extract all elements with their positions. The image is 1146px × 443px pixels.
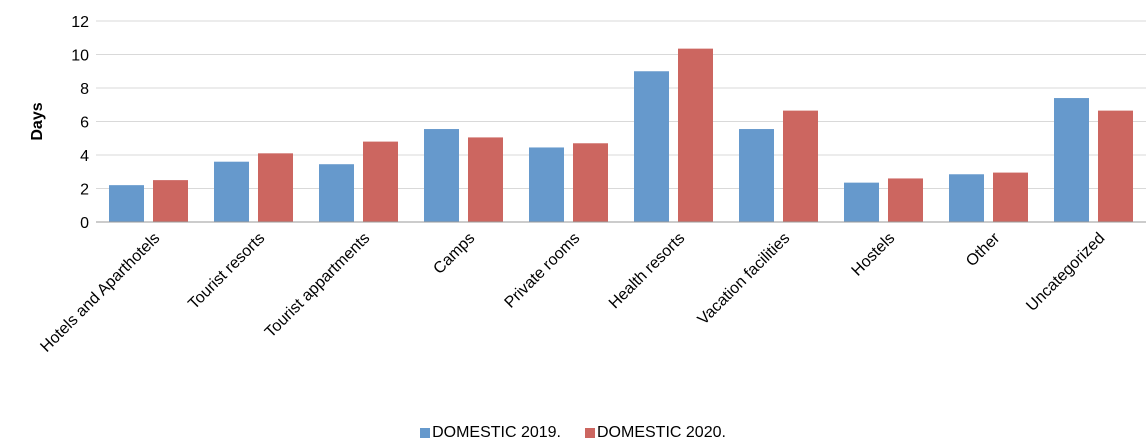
y-tick-label: 12 [71, 14, 89, 31]
bar [1098, 110, 1133, 222]
y-tick-label: 10 [71, 48, 89, 65]
bar [258, 153, 293, 222]
x-tick-label: Health resorts [606, 230, 688, 312]
y-tick-label: 4 [80, 148, 89, 165]
bar [109, 185, 144, 222]
x-tick-label: Private rooms [502, 230, 584, 312]
legend-swatch-2020 [585, 428, 595, 438]
bar [783, 110, 818, 222]
legend-label-2020: DOMESTIC 2020. [597, 424, 726, 441]
x-axis-ticks: Hotels and Aparthotels Tourist resortsTou… [37, 229, 1108, 355]
gridlines [96, 20, 1146, 189]
bar [678, 48, 713, 223]
bar [844, 182, 879, 222]
bar [363, 141, 398, 222]
x-tick-label: Uncategorized [1023, 230, 1108, 315]
legend: DOMESTIC 2019. DOMESTIC 2020. [0, 424, 1146, 442]
bar [153, 180, 188, 222]
bar [573, 143, 608, 222]
bar-chart: 0 2 4 6 8 10 12 Days Hotels and Aparthotels Tou… [29, 14, 1146, 356]
x-tick-label: Vacation facilities [695, 230, 794, 329]
bar [214, 161, 249, 222]
bar [319, 164, 354, 222]
bar [468, 137, 503, 222]
bars [109, 48, 1133, 223]
y-axis-label: Days [29, 102, 46, 140]
x-tick-label: Camps [430, 230, 478, 278]
bar [424, 129, 459, 222]
x-tick-label: Tourist appartments [262, 230, 373, 341]
bar [888, 178, 923, 222]
y-tick-label: 2 [80, 182, 89, 199]
legend-item-2020: DOMESTIC 2020. [585, 424, 726, 442]
x-tick-label: Hostels [849, 230, 899, 280]
x-tick-label: Tourist resorts [185, 230, 268, 313]
x-tick-label: Other [963, 229, 1004, 270]
bar [1054, 98, 1089, 222]
legend-item-2019: DOMESTIC 2019. [420, 424, 561, 442]
bar [993, 172, 1028, 222]
legend-label-2019: DOMESTIC 2019. [432, 424, 561, 441]
y-axis-ticks: 0 2 4 6 8 10 12 [71, 14, 89, 232]
x-tick-label: Hotels and Aparthotels [37, 230, 163, 356]
legend-swatch-2019 [420, 428, 431, 438]
y-tick-label: 8 [80, 81, 89, 98]
bar [949, 174, 984, 222]
y-tick-label: 6 [80, 115, 89, 132]
bar [529, 147, 564, 222]
bar [739, 129, 774, 222]
bar [634, 71, 669, 222]
y-tick-label: 0 [80, 215, 89, 232]
